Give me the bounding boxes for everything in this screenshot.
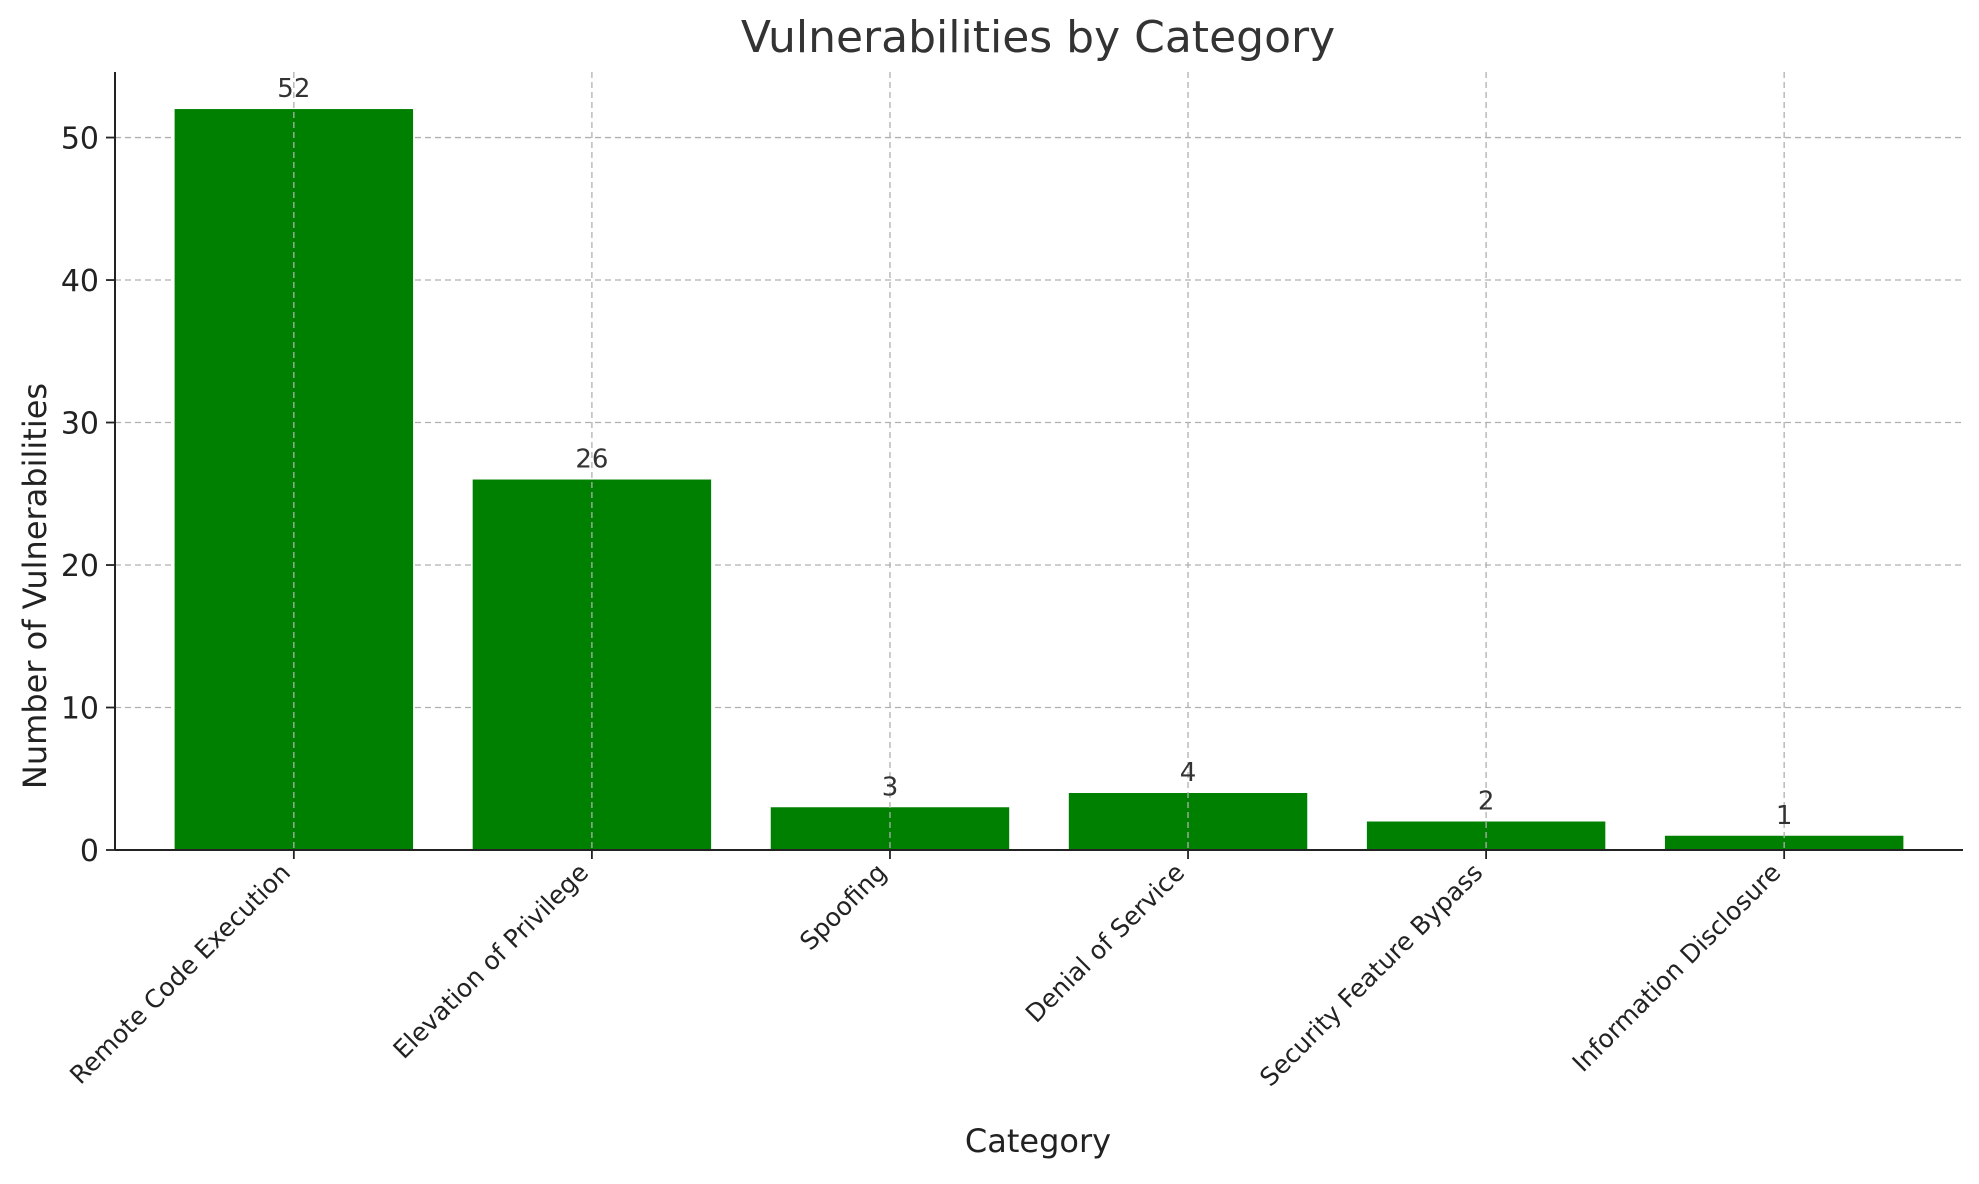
x-tick-label: Remote Code Execution <box>64 858 296 1090</box>
data-label: 2 <box>1478 787 1495 817</box>
data-label: 4 <box>1180 758 1197 788</box>
y-tick-label: 40 <box>61 264 99 299</box>
data-labels: 52 26 3 4 2 1 <box>277 74 1792 831</box>
y-tick-label: 50 <box>61 122 99 157</box>
bar <box>174 109 414 851</box>
chart-title: Vulnerabilities by Category <box>741 12 1335 63</box>
data-label: 3 <box>882 772 899 802</box>
x-axis-label: Category <box>965 1122 1111 1160</box>
axes <box>106 72 1963 859</box>
x-tick-label: Denial of Service <box>1020 858 1190 1028</box>
x-tick-label: Spoofing <box>794 858 892 956</box>
x-tick-label: Elevation of Privilege <box>387 858 594 1065</box>
y-axis-label: Number of Vulnerabilities <box>16 383 54 789</box>
data-label: 52 <box>277 74 310 104</box>
y-tick-label: 20 <box>61 549 99 584</box>
data-label: 26 <box>575 445 608 475</box>
y-tick-label: 10 <box>61 692 99 727</box>
x-tick-label: Information Disclosure <box>1567 858 1787 1078</box>
bars <box>174 109 1904 851</box>
x-tick-label: Security Feature Bypass <box>1254 858 1488 1092</box>
grid-lines <box>115 136 1963 709</box>
y-tick-label: 0 <box>80 834 99 869</box>
y-tick-label: 30 <box>61 407 99 442</box>
data-label: 1 <box>1776 801 1793 831</box>
bar <box>1068 793 1308 850</box>
